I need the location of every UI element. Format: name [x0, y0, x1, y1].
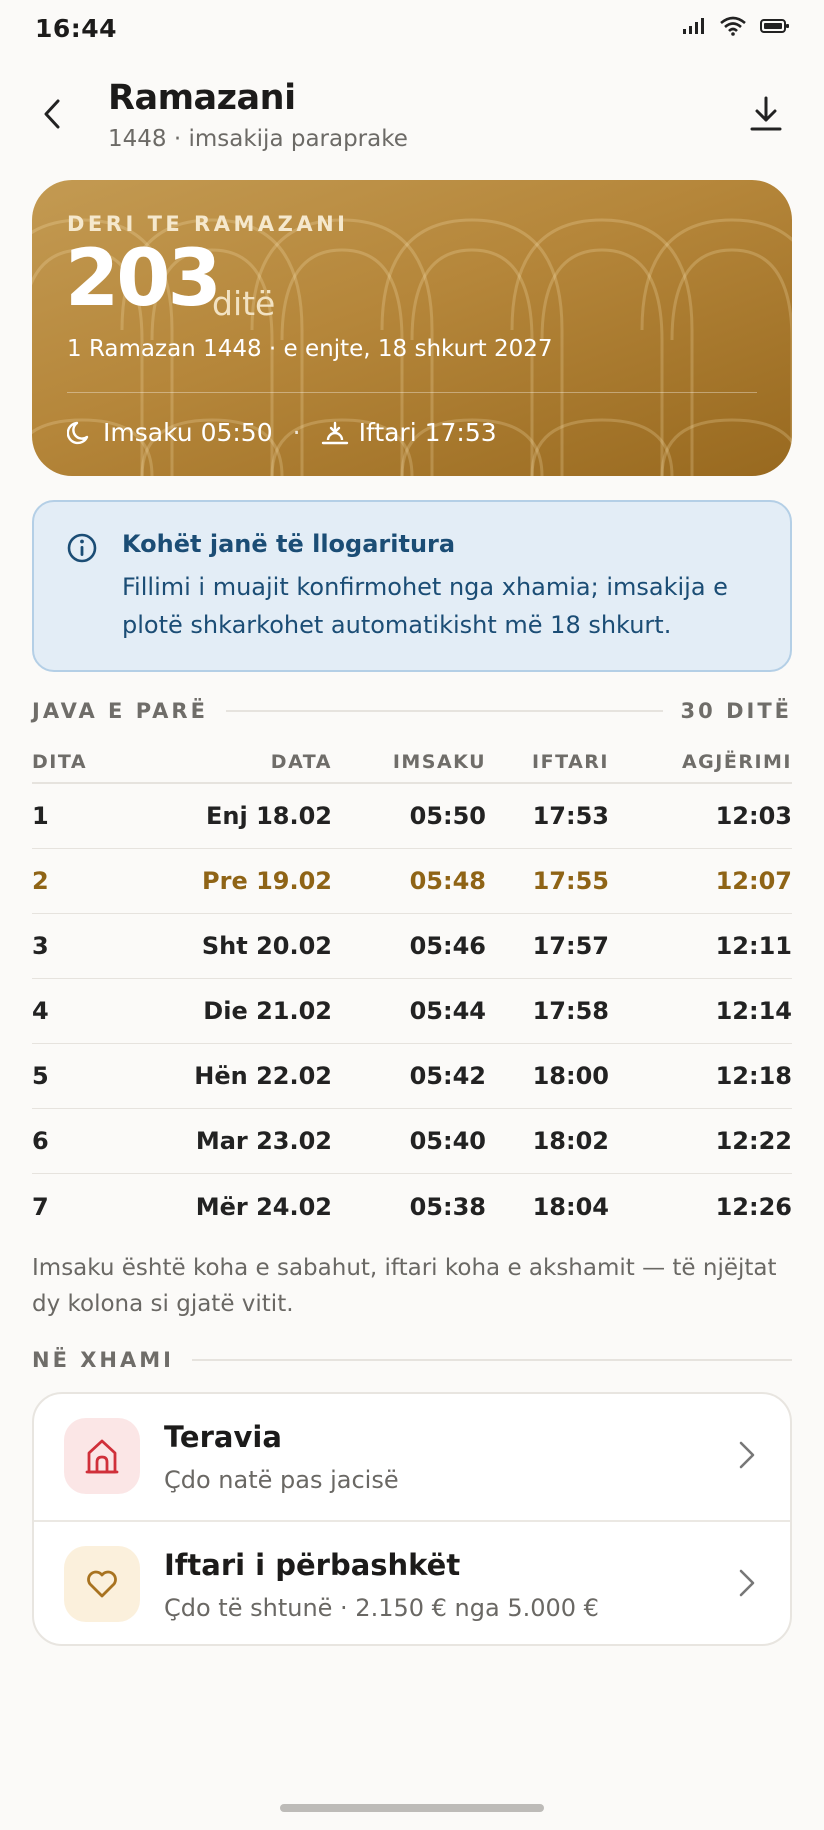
week-label: JAVA E PARË	[32, 699, 208, 723]
column-header-imsak: IMSAKU	[392, 751, 486, 773]
table-row-current: 2 Pre 19.02 05:48 17:55 12:07	[32, 849, 792, 914]
chevron-left-icon	[44, 99, 60, 129]
countdown-card: DERI TE RAMAZANI 203 ditë 1 Ramazan 1448…	[32, 180, 792, 476]
cell-fasting: 12:22	[715, 1127, 792, 1155]
home-indicator[interactable]	[280, 1804, 544, 1812]
cell-imsak: 05:46	[409, 932, 486, 960]
cell-imsak: 05:44	[409, 997, 486, 1025]
list-item-subtitle: Çdo natë pas jacisë	[164, 1466, 399, 1494]
cell-fasting: 12:11	[715, 932, 792, 960]
chevron-right-icon	[738, 1568, 756, 1602]
cell-day: 6	[32, 1127, 49, 1155]
arch-pattern-decoration	[32, 218, 792, 476]
heart-icon	[64, 1546, 140, 1622]
page-subtitle: 1448 · imsakija paraprake	[108, 126, 408, 152]
info-text: Fillimi i muajit konfirmohet nga xhamia;…	[122, 573, 728, 639]
list-item-subtitle: Çdo të shtunë · 2.150 € nga 5.000 €	[164, 1594, 599, 1622]
list-item-teravia[interactable]: Teravia Çdo natë pas jacisë	[34, 1394, 790, 1520]
cell-fasting: 12:07	[715, 867, 792, 895]
cell-day: 1	[32, 802, 49, 830]
table-row: 6 Mar 23.02 05:40 18:02 12:22	[32, 1109, 792, 1174]
list-item-title: Iftari i përbashkët	[164, 1548, 461, 1582]
cell-imsak: 05:40	[409, 1127, 486, 1155]
cell-date: Enj 18.02	[206, 802, 332, 830]
signal-icon	[682, 17, 706, 39]
cell-day: 7	[32, 1192, 49, 1221]
cell-date: Hën 22.02	[194, 1062, 332, 1090]
cell-fasting: 12:26	[715, 1192, 792, 1221]
ramadan-schedule-table: DITA DATA IMSAKU IFTARI AGJËRIMI 1 Enj 1…	[32, 740, 792, 1239]
list-item-title: Teravia	[164, 1420, 282, 1454]
table-row: 5 Hën 22.02 05:42 18:00 12:18	[32, 1044, 792, 1109]
mosque-list: Teravia Çdo natë pas jacisë Iftari i për…	[32, 1392, 792, 1646]
column-header-iftar: IFTARI	[532, 751, 609, 773]
cell-imsak: 05:48	[409, 867, 486, 895]
hero-imsak-time: Imsaku 05:50	[103, 418, 273, 447]
column-header-day: DITA	[32, 751, 88, 773]
list-item-shared-iftar[interactable]: Iftari i përbashkët Çdo të shtunë · 2.15…	[34, 1520, 790, 1644]
cell-date: Sht 20.02	[201, 932, 332, 960]
cell-day: 3	[32, 932, 49, 960]
cell-imsak: 05:38	[409, 1192, 486, 1221]
week-section-header: JAVA E PARË 30 DITË	[32, 696, 792, 726]
download-icon	[750, 96, 782, 131]
hero-iftar-time: Iftari 17:53	[358, 418, 497, 447]
mosque-section-header: NË XHAMI	[32, 1345, 792, 1375]
cell-imsak: 05:42	[409, 1062, 486, 1090]
table-footnote: Imsaku është koha e sabahut, iftari koha…	[32, 1255, 777, 1317]
page-title: Ramazani	[108, 78, 296, 118]
chevron-right-icon	[738, 1440, 756, 1474]
info-notice: Kohët janë të llogaritura Fillimi i muaj…	[32, 500, 792, 672]
cell-fasting: 12:03	[715, 802, 792, 830]
status-time: 16:44	[35, 14, 118, 43]
cell-iftar: 18:00	[532, 1062, 609, 1090]
section-divider	[191, 1359, 792, 1361]
status-bar: 16:44	[0, 0, 824, 60]
table-header: DITA DATA IMSAKU IFTARI AGJËRIMI	[32, 740, 792, 784]
hero-times: Imsaku 05:50 · Iftari 17:53	[67, 418, 497, 447]
cell-date: Mar 23.02	[195, 1127, 332, 1155]
cell-day: 2	[32, 867, 49, 895]
mosque-icon	[64, 1418, 140, 1494]
mosque-label: NË XHAMI	[32, 1348, 174, 1372]
cell-iftar: 17:55	[532, 867, 609, 895]
info-icon	[66, 532, 98, 568]
cell-day: 4	[32, 997, 49, 1025]
countdown-days: 203	[65, 234, 222, 324]
cell-iftar: 18:02	[532, 1127, 609, 1155]
table-row: 3 Sht 20.02 05:46 17:57 12:11	[32, 914, 792, 979]
column-header-fasting: AGJËRIMI	[681, 751, 792, 773]
cell-date: Mër 24.02	[195, 1192, 332, 1221]
cell-date: Die 21.02	[203, 997, 332, 1025]
separator: ·	[292, 418, 301, 447]
cell-imsak: 05:50	[409, 802, 486, 830]
table-row: 7 Mër 24.02 05:38 18:04 12:26	[32, 1174, 792, 1239]
countdown-eyebrow: DERI TE RAMAZANI	[67, 212, 349, 236]
header: Ramazani 1448 · imsakija paraprake	[0, 70, 824, 160]
cell-fasting: 12:18	[715, 1062, 792, 1090]
cell-iftar: 17:53	[532, 802, 609, 830]
info-title: Kohët janë të llogaritura	[122, 530, 456, 558]
cell-fasting: 12:14	[715, 997, 792, 1025]
table-row: 1 Enj 18.02 05:50 17:53 12:03	[32, 784, 792, 849]
countdown-unit: ditë	[212, 284, 276, 323]
cell-date: Pre 19.02	[202, 867, 332, 895]
column-header-date: DATA	[270, 751, 332, 773]
battery-icon	[760, 18, 790, 38]
sunset-icon	[321, 420, 349, 446]
cell-iftar: 17:57	[532, 932, 609, 960]
table-row: 4 Die 21.02 05:44 17:58 12:14	[32, 979, 792, 1044]
back-button[interactable]	[30, 92, 74, 136]
cell-day: 5	[32, 1062, 49, 1090]
wifi-icon	[720, 16, 746, 40]
ramadan-start-date: 1 Ramazan 1448 · e enjte, 18 shkurt 2027	[67, 336, 553, 362]
download-button[interactable]	[744, 92, 788, 136]
divider	[67, 392, 757, 393]
moon-icon	[67, 420, 93, 446]
section-divider	[225, 710, 663, 712]
cell-iftar: 18:04	[532, 1192, 609, 1221]
total-days: 30 DITË	[680, 699, 792, 723]
cell-iftar: 17:58	[532, 997, 609, 1025]
status-icons	[682, 16, 790, 40]
